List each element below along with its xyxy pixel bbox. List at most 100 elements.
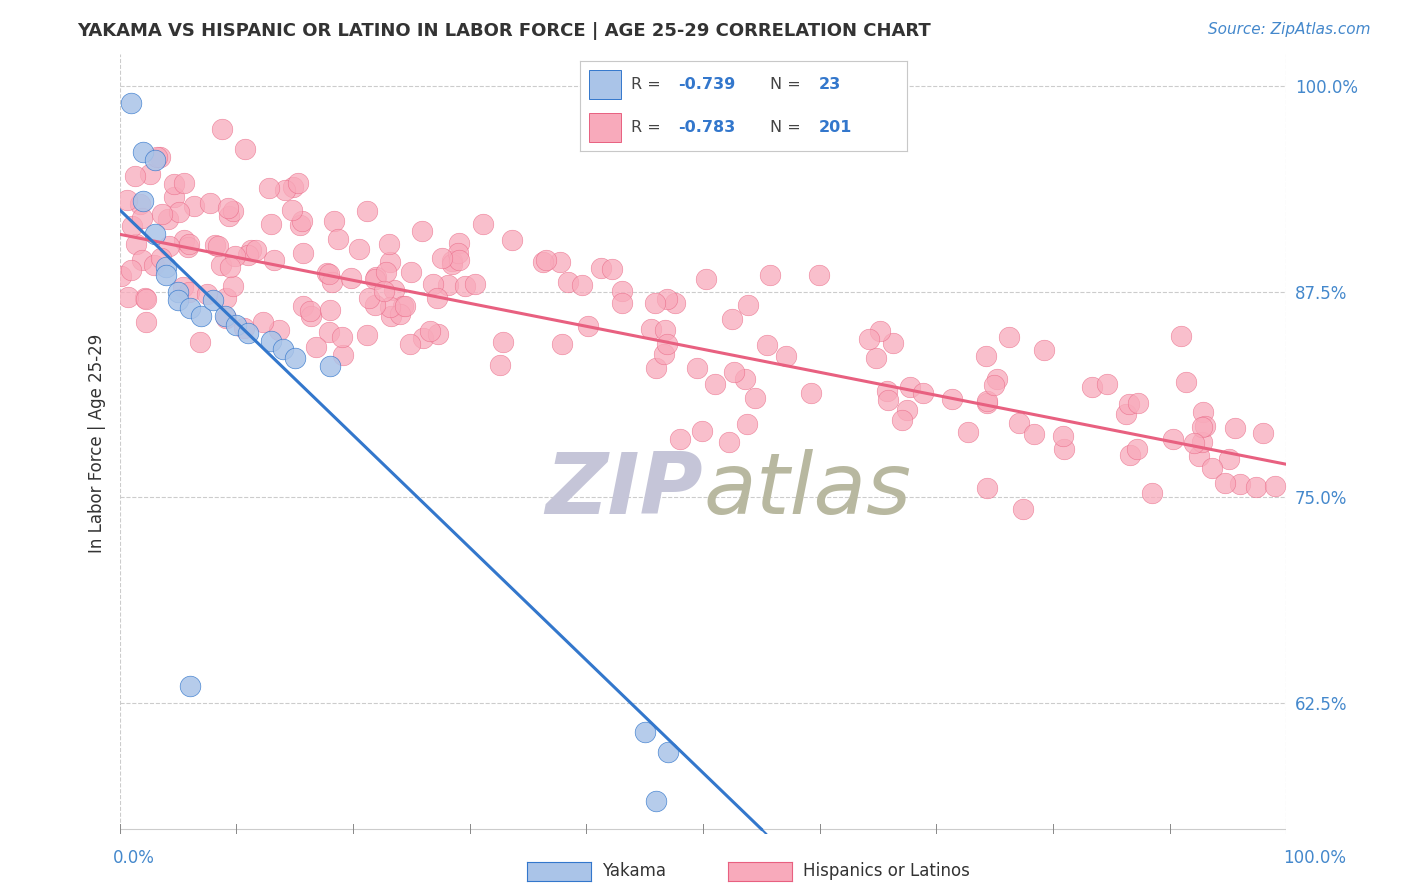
Point [373, 285, 395, 299]
Point [1229, 476, 1251, 491]
Point [384, 283, 406, 297]
Point [290, 214, 312, 228]
Point [131, 211, 153, 226]
Point [374, 265, 396, 279]
Point [644, 361, 666, 376]
Text: 0.0%: 0.0% [112, 848, 155, 866]
Point [1012, 501, 1035, 516]
Point [218, 260, 240, 274]
Point [800, 385, 823, 400]
Point [1053, 442, 1076, 456]
Point [364, 298, 387, 312]
Point [441, 253, 464, 268]
Point [155, 260, 177, 274]
Point [858, 332, 880, 346]
Point [274, 183, 297, 197]
Point [440, 257, 463, 271]
Point [131, 252, 153, 267]
Point [163, 190, 186, 204]
Point [142, 258, 165, 272]
Point [744, 392, 766, 406]
Point [236, 248, 259, 262]
Point [976, 394, 998, 409]
Point [378, 237, 401, 252]
Point [318, 268, 340, 282]
Point [217, 201, 239, 215]
Point [644, 295, 666, 310]
Point [117, 290, 139, 304]
Point [775, 349, 797, 363]
Point [188, 334, 211, 349]
Point [173, 177, 195, 191]
Point [198, 196, 221, 211]
Point [997, 330, 1019, 344]
Point [1182, 436, 1205, 450]
Point [1118, 396, 1140, 410]
Point [260, 334, 283, 348]
Point [974, 349, 997, 363]
Point [172, 279, 194, 293]
Point [576, 319, 599, 334]
Point [326, 232, 349, 246]
Point [454, 279, 477, 293]
Text: YAKAMA VS HISPANIC OR LATINO IN LABOR FORCE | AGE 25-29 CORRELATION CHART: YAKAMA VS HISPANIC OR LATINO IN LABOR FO… [77, 22, 931, 40]
Point [488, 359, 510, 373]
Point [652, 347, 675, 361]
Point [166, 293, 188, 307]
Point [378, 300, 401, 314]
Point [1191, 405, 1213, 419]
Point [173, 233, 195, 247]
Point [179, 301, 201, 316]
Point [330, 330, 353, 344]
Point [723, 365, 745, 379]
Point [1191, 419, 1213, 434]
Point [318, 325, 340, 339]
Point [941, 392, 963, 406]
Point [734, 372, 756, 386]
Point [364, 271, 387, 285]
Point [125, 236, 148, 251]
Point [557, 275, 579, 289]
Point [718, 434, 741, 449]
Point [610, 285, 633, 299]
Point [1218, 451, 1240, 466]
Point [155, 268, 177, 283]
Point [1161, 432, 1184, 446]
Point [1244, 480, 1267, 494]
Point [135, 293, 157, 307]
Point [218, 209, 240, 223]
Point [115, 194, 138, 208]
Point [492, 334, 515, 349]
Point [399, 265, 422, 279]
Point [139, 167, 162, 181]
Point [1188, 450, 1211, 464]
Point [898, 380, 921, 394]
Point [735, 417, 758, 432]
Point [882, 336, 904, 351]
Point [531, 255, 554, 269]
Point [291, 246, 314, 260]
Point [437, 278, 460, 293]
Point [755, 338, 778, 352]
Point [157, 239, 180, 253]
Point [1140, 486, 1163, 500]
Point [224, 249, 246, 263]
Point [896, 403, 918, 417]
Text: atlas: atlas [703, 449, 911, 533]
Point [426, 327, 449, 342]
Point [976, 395, 998, 409]
Point [225, 318, 247, 332]
Point [215, 311, 238, 326]
Point [1175, 375, 1198, 389]
Point [411, 224, 433, 238]
Point [177, 237, 200, 252]
Point [412, 331, 434, 345]
Point [150, 207, 173, 221]
Point [134, 291, 156, 305]
Point [239, 243, 262, 257]
Point [1264, 479, 1286, 493]
Point [591, 261, 613, 276]
Point [419, 324, 441, 338]
Point [640, 322, 662, 336]
Point [1170, 328, 1192, 343]
